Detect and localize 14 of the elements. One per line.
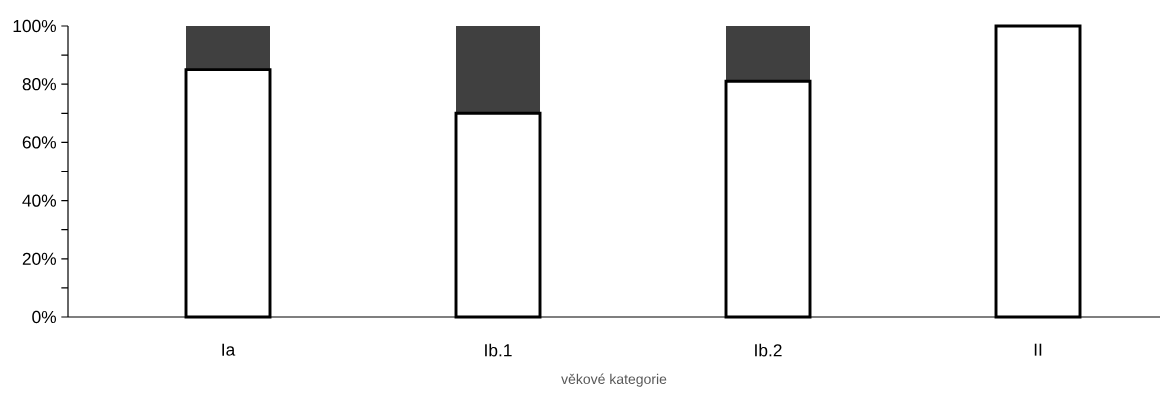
y-tick-label: 60% xyxy=(22,136,57,149)
x-tick-label: Ia xyxy=(222,343,236,356)
y-tick-label: 40% xyxy=(22,194,57,207)
x-tick-label: Ib.2 xyxy=(755,343,782,357)
y-tick-label: 0% xyxy=(32,310,57,324)
x-tick-label: II xyxy=(1034,343,1042,356)
x-axis-title: věkové kategorie xyxy=(561,373,667,387)
y-tick-label: 20% xyxy=(22,252,57,265)
bar xyxy=(186,26,270,70)
bar xyxy=(726,26,810,82)
y-tick-label: 100% xyxy=(13,19,57,33)
x-tick-label: Ib.1 xyxy=(485,343,512,357)
bar xyxy=(456,26,540,114)
y-tick-label: 80% xyxy=(22,78,57,91)
